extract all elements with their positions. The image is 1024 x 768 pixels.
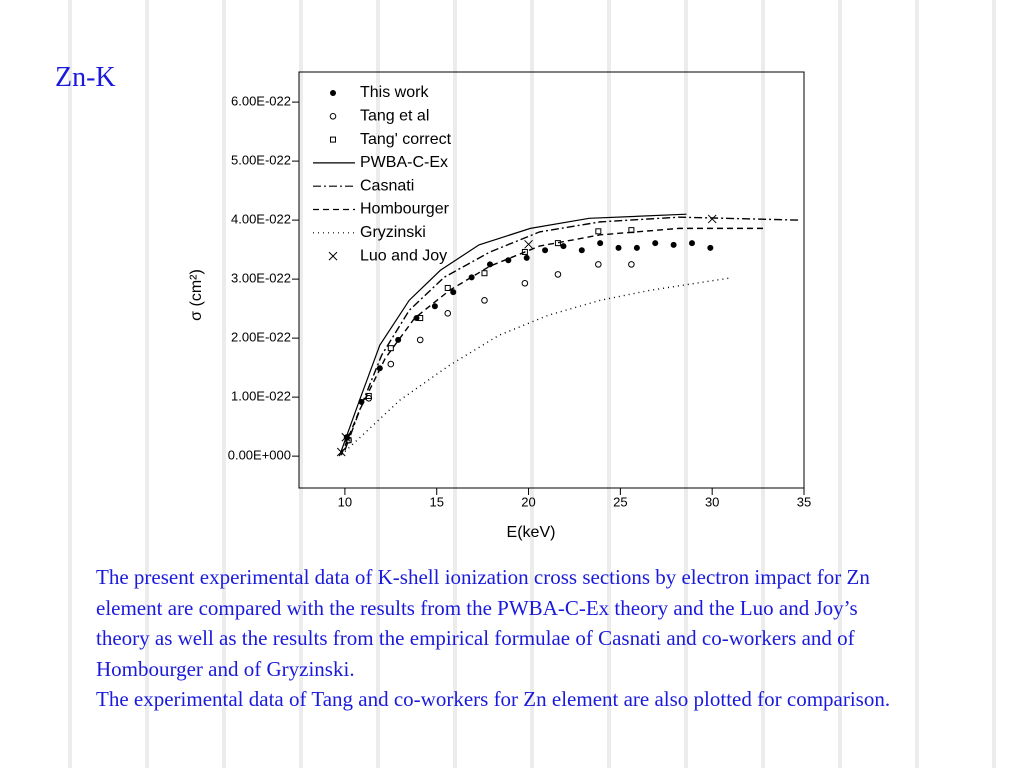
- data-point: [615, 244, 622, 251]
- data-point: [521, 279, 529, 287]
- data-point: [652, 240, 659, 247]
- data-point: [486, 261, 493, 268]
- y-tick-label: 2.00E-022: [231, 330, 291, 345]
- data-point: [431, 303, 438, 310]
- data-point: [560, 243, 567, 250]
- y-tick-label: 6.00E-022: [231, 94, 291, 109]
- data-point: [444, 310, 452, 317]
- data-point: [633, 244, 640, 251]
- x-tick-label: 30: [705, 494, 719, 509]
- data-point: [523, 254, 530, 261]
- series-line: [340, 227, 764, 456]
- legend-swatch: [330, 136, 336, 143]
- data-point: [521, 248, 528, 255]
- data-point: [554, 271, 562, 278]
- legend-swatch: [328, 251, 338, 261]
- x-tick-label: 20: [521, 494, 535, 509]
- caption: The present experimental data of K-shell…: [96, 562, 916, 715]
- data-point: [387, 360, 395, 368]
- data-point: [345, 437, 352, 444]
- y-tick-label: 4.00E-022: [231, 212, 291, 227]
- y-axis-title: σ (cm²): [188, 269, 205, 321]
- data-point: [387, 345, 394, 352]
- data-point: [595, 228, 602, 235]
- y-tick-label: 5.00E-022: [231, 153, 291, 168]
- data-point: [417, 315, 424, 322]
- data-point: [450, 289, 457, 296]
- data-point: [341, 432, 351, 442]
- data-point: [628, 261, 635, 268]
- series-line: [340, 277, 731, 456]
- legend-text: PWBA-C-Ex: [360, 154, 448, 171]
- data-point: [670, 241, 677, 248]
- legend-text: This work: [360, 84, 429, 101]
- y-tick-label: 3.00E-022: [231, 271, 291, 286]
- data-point: [707, 244, 714, 251]
- legend-text: Hombourger: [360, 201, 450, 218]
- data-point: [707, 214, 717, 224]
- y-tick-label: 0.00E+000: [228, 448, 291, 463]
- data-point: [595, 261, 602, 268]
- legend-text: Casnati: [360, 177, 414, 194]
- data-point: [688, 240, 695, 247]
- data-point: [505, 257, 512, 264]
- data-point: [542, 247, 549, 254]
- x-axis-title: E(keV): [507, 524, 556, 541]
- data-point: [481, 297, 488, 304]
- data-point: [554, 240, 561, 247]
- caption-paragraph: The experimental data of Tang and co-wor…: [96, 687, 891, 711]
- legend-swatch: [329, 113, 337, 120]
- data-point: [524, 239, 533, 249]
- legend-text: Luo and Joy: [360, 247, 447, 264]
- caption-paragraph: The present experimental data of K-shell…: [96, 565, 870, 681]
- y-tick-label: 1.00E-022: [231, 389, 291, 404]
- data-point: [416, 336, 424, 344]
- data-point: [468, 274, 475, 281]
- data-point: [444, 284, 451, 291]
- data-point: [578, 247, 585, 254]
- legend-swatch: [330, 90, 336, 96]
- slide-title: Zn-K: [55, 62, 116, 93]
- x-tick-label: 35: [797, 494, 811, 509]
- series-line: [344, 216, 799, 451]
- series-line: [338, 213, 687, 457]
- data-point: [481, 270, 488, 277]
- x-tick-label: 25: [613, 494, 627, 509]
- legend-text: Tang et al: [360, 108, 429, 125]
- x-tick-label: 10: [338, 494, 352, 509]
- data-point: [336, 447, 346, 457]
- legend-text: Gryzinski: [360, 224, 426, 241]
- plot-frame: [298, 71, 805, 489]
- data-point: [597, 240, 604, 247]
- x-tick-label: 15: [429, 494, 443, 509]
- legend-text: Tang' correct: [360, 131, 452, 148]
